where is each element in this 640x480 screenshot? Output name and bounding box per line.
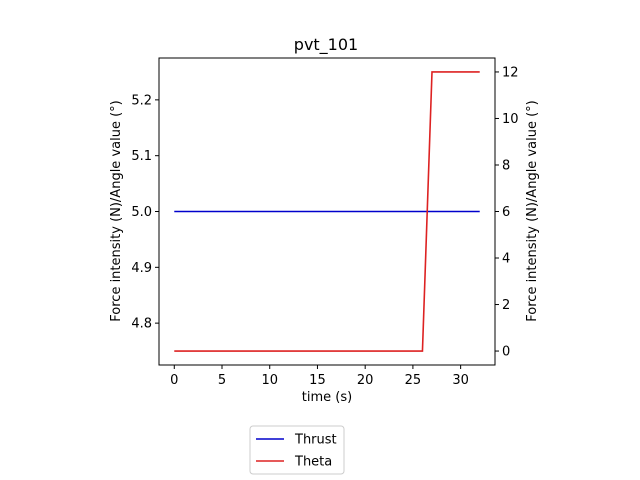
- legend: Thrust Theta: [249, 425, 345, 475]
- y-left-tick-label: 4.9: [131, 261, 152, 276]
- y-right-tick-label: 0: [502, 345, 510, 360]
- y-axis-label-left: Force intensity (N)/Angle value (°): [109, 100, 124, 321]
- y-left-tick-label: 5.2: [131, 93, 152, 108]
- y-right-tick-label: 2: [502, 298, 510, 313]
- y-left-tick-label: 5.0: [131, 205, 152, 220]
- y-right-tick-label: 6: [502, 205, 510, 220]
- legend-label-theta: Theta: [294, 455, 332, 470]
- x-tick-label: 5: [218, 373, 226, 388]
- x-axis: 0 5 10 15 20 25 30: [170, 365, 469, 388]
- y-right-tick-label: 4: [502, 252, 510, 267]
- y-axis-right: 0 2 4 6 8 10 12: [495, 65, 519, 360]
- x-tick-label: 30: [452, 373, 469, 388]
- y-axis-label-right: Force intensity (N)/Angle value (°): [525, 100, 540, 321]
- plot-area: [174, 71, 480, 352]
- legend-box: [249, 425, 345, 475]
- y-right-tick-label: 8: [502, 158, 510, 173]
- y-right-tick-label: 10: [502, 112, 519, 127]
- chart-title: pvt_101: [294, 35, 358, 55]
- y-left-tick-label: 5.1: [131, 149, 152, 164]
- x-tick-label: 25: [405, 373, 422, 388]
- y-left-tick-label: 4.8: [131, 317, 152, 332]
- series-line-theta: [174, 71, 480, 352]
- x-tick-label: 0: [170, 373, 178, 388]
- x-tick-label: 10: [261, 373, 278, 388]
- y-axis-left: 4.8 4.9 5.0 5.1 5.2: [131, 93, 159, 332]
- legend-label-thrust: Thrust: [294, 433, 337, 448]
- x-tick-label: 15: [309, 373, 326, 388]
- y-right-tick-label: 12: [502, 65, 519, 80]
- x-axis-label: time (s): [302, 390, 352, 405]
- x-tick-label: 20: [357, 373, 374, 388]
